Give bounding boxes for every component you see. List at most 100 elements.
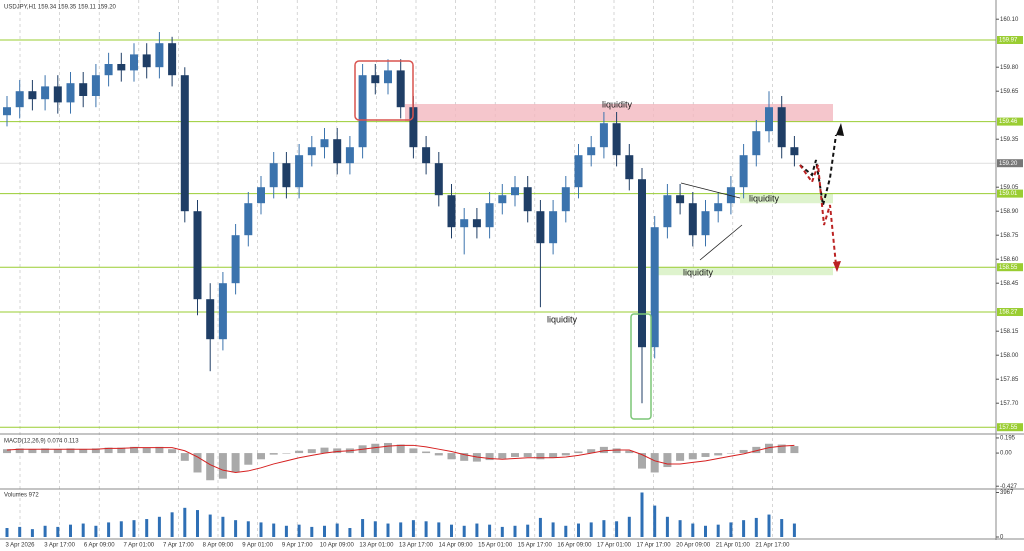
volume-bar: [500, 526, 504, 537]
macd-bar: [3, 449, 11, 454]
macd-bar: [15, 448, 24, 454]
candle-body: [409, 107, 418, 148]
macd-bar: [523, 453, 532, 457]
candle-body: [333, 139, 342, 164]
volume-bar: [411, 520, 415, 537]
x-tick-label: 13 Apr 17:00: [399, 543, 434, 549]
volume-bar: [665, 516, 669, 537]
candle-body: [714, 203, 723, 212]
volume-bar: [56, 526, 60, 537]
volume-bar: [361, 519, 365, 537]
x-tick-label: 3 Apr 17:00: [44, 543, 75, 549]
candle-body: [726, 187, 735, 204]
macd-bar: [612, 448, 621, 454]
y-tick-label: 3967: [1000, 490, 1014, 496]
highlight-box: [630, 313, 652, 420]
annotation: liquidity: [749, 193, 780, 203]
candle-body: [434, 163, 443, 196]
macd-bar: [168, 449, 177, 454]
candle-body: [193, 211, 202, 300]
macd-bar: [511, 453, 519, 457]
volume-bar: [437, 522, 441, 537]
volume-bar: [69, 524, 72, 537]
x-tick-label: 17 Apr 01:00: [597, 543, 632, 549]
macd-bar: [269, 453, 278, 455]
volume-bar: [272, 523, 276, 537]
volume-bar: [704, 525, 707, 537]
candle-body: [472, 219, 481, 228]
level-label-box: [997, 117, 1023, 126]
zone: [655, 267, 833, 276]
candle-body: [498, 195, 507, 204]
volume-bar: [615, 521, 619, 537]
y-tick-label: 0: [1000, 535, 1004, 541]
candle-body: [650, 227, 659, 348]
current-price-box: [997, 159, 1023, 168]
level-label: 159.97: [999, 38, 1018, 44]
macd-bar: [257, 453, 265, 460]
candle-body: [358, 75, 367, 148]
chart-title: USDJPY,H1 159.34 159.35 159.11 159.20: [4, 5, 117, 11]
x-tick-label: 20 Apr 09:00: [676, 543, 711, 549]
volume-bar: [577, 523, 580, 537]
candle-body: [701, 211, 710, 236]
candle-body: [384, 70, 392, 84]
macd-title: MACD(12,26,9) 0.074 0.113: [4, 439, 79, 445]
x-tick-label: 15 Apr 01:00: [478, 543, 513, 549]
candle-body: [91, 75, 100, 96]
macd-bar: [104, 447, 113, 454]
volume-bar: [386, 523, 390, 537]
volume-bar: [589, 522, 593, 537]
level-label: 159.01: [999, 191, 1018, 197]
volume-bar: [462, 525, 466, 537]
candle-body: [523, 187, 532, 212]
candle-body: [53, 86, 62, 103]
highlight-box: [354, 60, 414, 121]
candle-body: [168, 43, 177, 76]
trend-line: [699, 224, 743, 261]
y-tick-label: 0.195: [1000, 436, 1016, 442]
macd-bar: [561, 453, 570, 456]
candle-body: [612, 123, 621, 156]
candle-body: [3, 107, 11, 116]
candle-body: [765, 107, 773, 132]
y-tick-label: 158.60: [1000, 257, 1019, 263]
volume-bar: [145, 519, 149, 537]
volume-bar: [94, 525, 98, 537]
x-tick-label: 9 Apr 17:00: [282, 543, 313, 549]
volume-bar: [246, 521, 250, 537]
volume-bar: [792, 523, 796, 537]
candle-body: [676, 195, 685, 204]
macd-bar: [701, 453, 710, 457]
macd-bar: [193, 453, 202, 473]
x-tick-label: 14 Apr 09:00: [439, 543, 474, 549]
macd-bar: [142, 447, 151, 454]
candle-body: [282, 163, 291, 188]
volume-bar: [107, 522, 111, 537]
volume-bar: [348, 528, 352, 537]
volume-bar: [234, 520, 238, 537]
volume-bar: [259, 522, 263, 537]
candle-body: [447, 195, 456, 228]
macd-bar: [41, 448, 50, 454]
macd-bar: [371, 443, 380, 454]
macd-bar: [739, 449, 748, 454]
candle-body: [536, 211, 545, 244]
volume-bar: [157, 516, 161, 537]
macd-bar: [384, 442, 392, 454]
candle-body: [257, 187, 265, 204]
macd-bar: [91, 448, 100, 454]
arrow-head: [833, 261, 841, 272]
volume-bar: [297, 524, 301, 537]
macd-bar: [155, 446, 164, 454]
x-tick-label: 10 Apr 09:00: [320, 543, 355, 549]
macd-bar: [295, 450, 304, 454]
macd-bar: [714, 453, 723, 456]
macd-bar: [307, 449, 316, 454]
macd-bar: [218, 453, 227, 479]
candle-body: [320, 139, 329, 148]
volume-bar: [208, 514, 212, 537]
forecast-arrow: [799, 164, 837, 266]
candle-body: [345, 147, 354, 164]
